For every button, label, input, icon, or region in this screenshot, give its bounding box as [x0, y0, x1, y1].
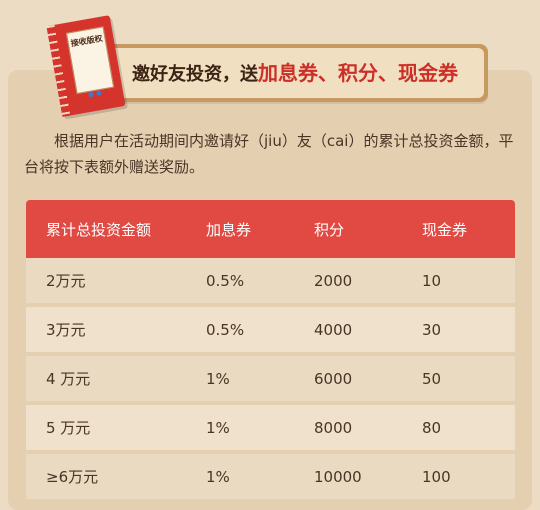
reward-table: 累计总投资金额 加息券 积分 现金券 2万元 0.5% 2000 10 3万元 … — [26, 200, 515, 503]
banner-prefix: 邀好友投资，送 — [132, 64, 258, 85]
table-row: 3万元 0.5% 4000 30 — [26, 307, 515, 356]
banner-separator-1: 、 — [318, 61, 338, 85]
banner-title: 邀好友投资，送加息券、积分、现金券 — [132, 44, 458, 102]
cell-cash: 80 — [422, 418, 442, 437]
cell-points: 8000 — [314, 418, 353, 437]
banner-separator-2: 、 — [378, 61, 398, 85]
cell-cash: 30 — [422, 320, 442, 339]
book-label: 接收版权 — [65, 26, 115, 95]
table-row: 2万元 0.5% 2000 10 — [26, 258, 515, 307]
banner-reward-cash-coupon: 现金券 — [398, 61, 458, 85]
red-book-icon: 接收版权 — [46, 15, 126, 117]
book-label-text: 接收版权 — [69, 32, 104, 49]
header-interest-coupon: 加息券 — [206, 220, 252, 239]
cell-points: 4000 — [314, 320, 353, 339]
cell-amount: 5 万元 — [46, 419, 91, 437]
banner-inner — [100, 48, 484, 98]
cell-amount: 2万元 — [46, 272, 86, 290]
table-header-row: 累计总投资金额 加息券 积分 现金券 — [26, 200, 515, 258]
cell-points: 10000 — [314, 467, 362, 486]
cell-amount: 4 万元 — [46, 370, 91, 388]
table-row: 5 万元 1% 8000 80 — [26, 405, 515, 454]
header-cash-coupon: 现金券 — [422, 220, 468, 239]
cell-points: 2000 — [314, 271, 353, 290]
cell-interest: 1% — [206, 418, 230, 437]
table-row: ≥6万元 1% 10000 100 — [26, 454, 515, 503]
intro-paragraph: 根据用户在活动期间内邀请好（jiu）友（cai）的累计总投资金额，平台将按下表额… — [24, 132, 514, 176]
book-seal-icon — [88, 90, 102, 98]
cell-interest: 0.5% — [206, 320, 245, 339]
cell-points: 6000 — [314, 369, 353, 388]
cell-interest: 1% — [206, 467, 230, 486]
cell-cash: 100 — [422, 467, 451, 486]
header-total-investment: 累计总投资金额 — [46, 220, 152, 239]
cell-amount: 3万元 — [46, 321, 86, 339]
banner-reward-points: 积分 — [338, 61, 378, 85]
cell-amount: ≥6万元 — [46, 468, 99, 486]
cell-interest: 0.5% — [206, 271, 245, 290]
table-row: 4 万元 1% 6000 50 — [26, 356, 515, 405]
cell-cash: 50 — [422, 369, 442, 388]
cell-cash: 10 — [422, 271, 442, 290]
header-points: 积分 — [314, 220, 345, 239]
cell-interest: 1% — [206, 369, 230, 388]
title-banner: 邀好友投资，送加息券、积分、现金券 — [96, 44, 488, 102]
banner-reward-interest-coupon: 加息券 — [258, 61, 318, 85]
